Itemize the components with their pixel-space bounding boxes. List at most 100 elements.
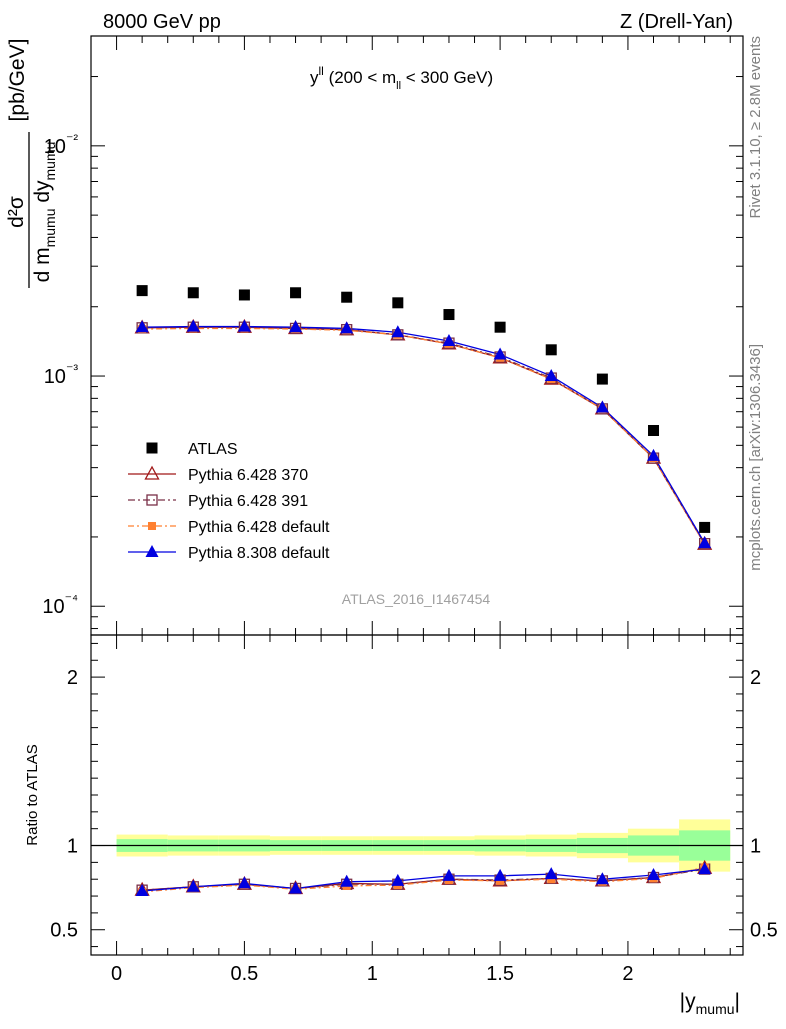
data-point-0 bbox=[238, 289, 250, 301]
ratio-point-3 bbox=[340, 874, 354, 887]
data-point-4 bbox=[289, 320, 303, 333]
ylabel-den-sub-a: mumu bbox=[42, 209, 58, 248]
ylabel-top-denominator: d mmumu dymumu bbox=[31, 142, 58, 283]
data-point-4 bbox=[237, 319, 251, 332]
data-point-4 bbox=[698, 536, 712, 549]
y-tick-label: 10⁻³ bbox=[44, 361, 79, 388]
ylabel-top-unit: [pb/GeV] bbox=[6, 39, 29, 122]
ratio-point-2 bbox=[496, 876, 505, 885]
ratio-point-3 bbox=[135, 884, 149, 896]
x-tick-label: 0.5 bbox=[231, 963, 259, 985]
ratio-y-tick-label-right: 1 bbox=[750, 836, 761, 858]
ylabel-top: d²σ d mmumu dymumu [pb/GeV] bbox=[5, 39, 58, 288]
y-tick-label-exp: ⁻³ bbox=[66, 361, 78, 377]
y-tick-label-exp: ⁻⁴ bbox=[65, 591, 78, 607]
ylabel-top-numerator: d²σ bbox=[5, 196, 28, 228]
x-tick-label: 2 bbox=[622, 963, 633, 985]
ratio-line-0 bbox=[142, 867, 705, 891]
legend-marker-3 bbox=[148, 522, 156, 530]
data-point-0 bbox=[290, 287, 302, 299]
data-point-0 bbox=[648, 424, 660, 436]
plot-title-rest-b: < 300 GeV) bbox=[401, 68, 493, 87]
x-tick-label: 1 bbox=[367, 963, 378, 985]
data-point-0 bbox=[392, 297, 404, 309]
rivet-label: Rivet 3.1.10, ≥ 2.8M events bbox=[747, 36, 764, 219]
legend-marker-2 bbox=[146, 494, 158, 506]
ratio-line-2 bbox=[142, 866, 705, 893]
plot-title-rest-a: (200 < m bbox=[324, 68, 396, 87]
data-point-0 bbox=[494, 321, 506, 333]
series-line-3 bbox=[142, 327, 706, 545]
y-tick-label-base: 10 bbox=[44, 366, 66, 388]
ratio-y-tick-label-left: 2 bbox=[67, 667, 78, 689]
ratio-frame bbox=[90, 634, 744, 956]
legend-label-3: Pythia 6.428 default bbox=[188, 519, 330, 536]
legend-marker-0 bbox=[146, 442, 158, 454]
xlabel-sub: mumu bbox=[696, 1001, 735, 1017]
ratio-point-3 bbox=[442, 868, 456, 881]
series-line-4 bbox=[142, 325, 706, 544]
ylabel-den-b: dy bbox=[31, 180, 54, 209]
data-point-4 bbox=[647, 448, 661, 461]
ratio-point-2 bbox=[547, 875, 556, 884]
data-point-0 bbox=[596, 373, 608, 385]
y-tick-label-exp: ⁻² bbox=[66, 131, 78, 147]
data-point-4 bbox=[340, 321, 354, 334]
ylabel-bottom: Ratio to ATLAS bbox=[24, 744, 41, 845]
legend-label-1: Pythia 6.428 370 bbox=[188, 467, 308, 484]
ratio-point-3 bbox=[647, 868, 661, 880]
ratio-point-3 bbox=[186, 879, 200, 892]
ratio-point-3 bbox=[698, 862, 712, 875]
ratio-line-3 bbox=[142, 868, 705, 892]
y-tick-label-base: 10 bbox=[44, 136, 66, 158]
xlabel: |ymumu| bbox=[680, 990, 740, 1017]
ratio-point-3 bbox=[544, 867, 558, 880]
data-point-0 bbox=[187, 287, 199, 299]
ratio-point-3 bbox=[493, 868, 507, 881]
data-point-4 bbox=[186, 319, 200, 332]
header-right: Z (Drell-Yan) bbox=[620, 11, 733, 33]
ratio-y-tick-label-right: 2 bbox=[750, 667, 761, 689]
mcplots-label: mcplots.cern.ch [arXiv:1306.3436] bbox=[747, 344, 764, 571]
ylabel-den-a: d m bbox=[31, 247, 54, 282]
y-tick-label: 10⁻⁴ bbox=[42, 591, 78, 618]
legend-marker-1 bbox=[144, 465, 160, 480]
plot-title-main: y bbox=[310, 68, 319, 87]
data-point-4 bbox=[595, 400, 609, 413]
data-point-0 bbox=[341, 291, 353, 303]
legend-label-0: ATLAS bbox=[188, 441, 238, 458]
header-left: 8000 GeV pp bbox=[103, 11, 221, 33]
y-tick-label-base: 10 bbox=[42, 596, 64, 618]
legend-label-4: Pythia 8.308 default bbox=[188, 545, 330, 562]
legend-label-2: Pythia 6.428 391 bbox=[188, 493, 308, 510]
x-tick-label: 1.5 bbox=[486, 963, 514, 985]
data-point-0 bbox=[136, 285, 148, 297]
ratio-y-tick-label-left: 0.5 bbox=[50, 920, 78, 942]
xlabel-pre: |y bbox=[680, 990, 696, 1013]
ratio-y-tick-label-left: 1 bbox=[67, 836, 78, 858]
series-line-1 bbox=[142, 326, 706, 545]
y-tick-label: 10⁻² bbox=[44, 131, 79, 158]
data-point-4 bbox=[135, 320, 149, 333]
data-point-4 bbox=[391, 325, 405, 338]
data-point-0 bbox=[545, 344, 557, 356]
legend: ATLAS Pythia 6.428 370 Pythia 6.428 391 Pyt… bbox=[128, 441, 330, 562]
series-line-2 bbox=[142, 326, 706, 544]
ratio-y-tick-label-right: 0.5 bbox=[750, 920, 778, 942]
data-point-4 bbox=[544, 369, 558, 382]
analysis-watermark: ATLAS_2016_I1467454 bbox=[342, 591, 491, 607]
main-panel: 10⁻⁴10⁻³10⁻² bbox=[42, 35, 744, 636]
data-point-0 bbox=[699, 521, 711, 533]
data-point-4 bbox=[493, 347, 507, 360]
ratio-panel: 0 0.5 1 1.5 2 0.5 0.5 1 1 2 2 bbox=[50, 634, 778, 985]
legend-marker-4 bbox=[145, 545, 159, 557]
ratio-point-3 bbox=[595, 872, 609, 885]
ratio-line-1 bbox=[142, 868, 705, 891]
xlabel-post: | bbox=[735, 990, 740, 1013]
data-point-0 bbox=[443, 309, 455, 321]
ratio-point-3 bbox=[237, 876, 251, 889]
plot-title: yll (200 < mll < 300 GeV) bbox=[310, 64, 493, 92]
x-tick-label: 0 bbox=[111, 963, 122, 985]
